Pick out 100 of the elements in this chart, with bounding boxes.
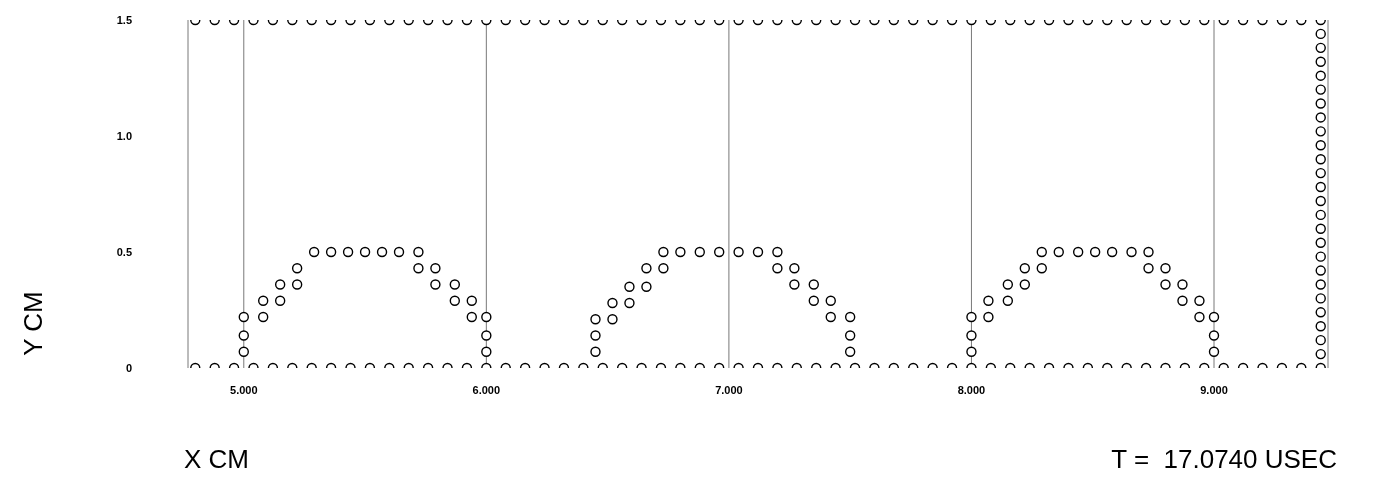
point	[238, 311, 249, 323]
point	[1160, 263, 1171, 274]
point	[825, 311, 836, 323]
point	[274, 279, 286, 290]
x-axis-title: X CM	[184, 444, 249, 475]
point	[752, 246, 764, 258]
point	[1177, 279, 1188, 290]
point	[1160, 279, 1171, 290]
point	[466, 295, 477, 306]
point	[1315, 154, 1326, 165]
point	[257, 311, 269, 323]
point	[393, 246, 405, 258]
point	[844, 311, 856, 323]
point	[1315, 237, 1326, 248]
point	[658, 246, 669, 258]
point	[1194, 295, 1205, 306]
point	[1315, 98, 1326, 109]
y-tick-label: 1.0	[116, 129, 132, 142]
point	[713, 246, 725, 258]
point	[1315, 307, 1326, 318]
point	[257, 295, 269, 306]
point	[1089, 246, 1101, 258]
x-tick-label: 9.000	[1200, 383, 1228, 396]
point	[1315, 140, 1326, 151]
point	[844, 346, 856, 357]
point	[1036, 246, 1047, 258]
point	[983, 295, 994, 306]
point	[624, 281, 635, 292]
point	[844, 330, 856, 341]
point	[376, 246, 388, 258]
point	[694, 246, 705, 258]
y-axis-title: Y CM	[17, 290, 49, 358]
point	[1208, 330, 1220, 341]
point	[733, 246, 744, 258]
point	[481, 330, 492, 341]
point	[966, 346, 977, 357]
point	[1208, 346, 1220, 357]
point	[772, 246, 783, 258]
point	[1315, 251, 1326, 262]
point	[325, 246, 337, 258]
point	[1177, 295, 1188, 306]
point	[413, 246, 424, 258]
point	[342, 246, 354, 258]
point	[825, 295, 836, 306]
point	[1315, 112, 1326, 123]
point	[449, 295, 461, 306]
point	[413, 263, 424, 274]
point	[1315, 293, 1326, 304]
point	[1053, 246, 1064, 258]
point	[607, 314, 618, 325]
point	[590, 330, 601, 341]
point	[1143, 246, 1154, 258]
point	[238, 330, 249, 341]
point	[675, 246, 686, 258]
x-tick-label: 7.000	[715, 383, 743, 396]
point	[308, 246, 320, 258]
point	[238, 346, 249, 357]
point	[1143, 263, 1154, 274]
point	[624, 297, 635, 309]
point	[291, 279, 303, 290]
point	[1315, 348, 1326, 360]
point	[466, 311, 477, 323]
point	[430, 263, 441, 274]
point	[1315, 126, 1326, 137]
point	[641, 263, 652, 274]
point	[607, 297, 618, 309]
point	[1315, 195, 1326, 207]
x-tick-label: 6.000	[472, 383, 501, 396]
point	[359, 246, 371, 258]
point	[772, 263, 783, 274]
point	[1315, 334, 1326, 346]
point	[590, 314, 601, 325]
point	[966, 311, 977, 323]
point	[1019, 263, 1031, 274]
point	[449, 279, 461, 290]
point	[430, 279, 441, 290]
point	[1315, 321, 1326, 332]
point	[481, 311, 492, 323]
point	[1019, 279, 1031, 290]
point	[590, 346, 601, 357]
point	[1002, 295, 1014, 306]
point	[1315, 265, 1326, 276]
point	[1002, 279, 1014, 290]
x-tick-label: 5.000	[230, 383, 258, 396]
point	[291, 263, 303, 274]
point	[1126, 246, 1137, 258]
y-tick-label: 0.5	[116, 245, 132, 258]
point	[1106, 246, 1118, 258]
y-tick-label: 0	[125, 361, 132, 374]
point	[1315, 167, 1326, 179]
y-tick-label: 1.5	[116, 13, 132, 26]
point	[808, 295, 819, 306]
point	[641, 281, 652, 292]
point	[1315, 223, 1326, 234]
point	[1315, 279, 1326, 290]
point	[1315, 209, 1326, 221]
point	[789, 263, 800, 274]
point	[1036, 263, 1047, 274]
text: T = 17.0740 USEC	[1111, 444, 1337, 475]
point	[274, 295, 286, 306]
